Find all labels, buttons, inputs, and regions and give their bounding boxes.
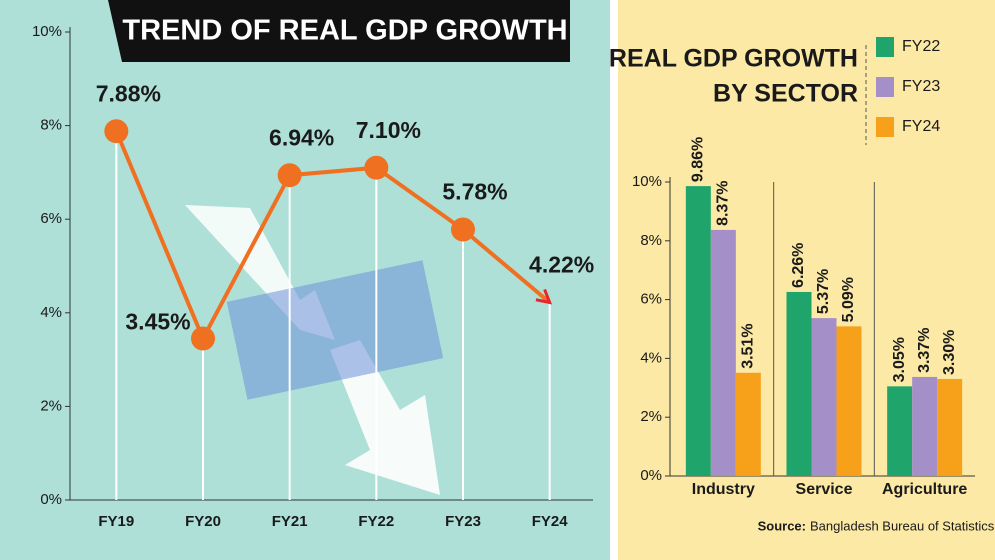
value-label: 3.05% xyxy=(891,337,908,382)
value-label: 6.94% xyxy=(269,124,334,150)
title-box xyxy=(108,0,570,62)
divider xyxy=(610,0,618,560)
value-label: 7.10% xyxy=(356,117,421,143)
legend-swatch xyxy=(876,117,894,137)
y-tick-label: 0% xyxy=(640,467,662,484)
bar xyxy=(710,229,736,476)
value-label: 9.86% xyxy=(690,137,707,182)
x-tick-label: FY22 xyxy=(358,513,394,530)
y-tick-label: 10% xyxy=(632,173,662,190)
legend-swatch xyxy=(876,77,894,97)
point xyxy=(104,119,129,144)
decor-arrow xyxy=(330,340,440,495)
bar xyxy=(811,318,837,476)
value-label: 3.45% xyxy=(125,309,190,335)
x-tick-label: Agriculture xyxy=(882,481,967,498)
chart-title: REAL GDP GROWTH xyxy=(609,45,858,73)
bar xyxy=(912,376,938,476)
x-tick-label: FY23 xyxy=(445,513,481,530)
chart-title: BY SECTOR xyxy=(713,80,858,108)
x-tick-label: FY20 xyxy=(185,513,221,530)
value-label: 5.78% xyxy=(442,179,507,205)
y-tick-label: 4% xyxy=(640,349,662,366)
x-tick-label: FY24 xyxy=(532,513,569,530)
x-tick-label: Service xyxy=(796,481,853,498)
legend-label: FY23 xyxy=(902,78,940,95)
point xyxy=(364,155,389,180)
value-label: 6.26% xyxy=(790,243,807,288)
legend-label: FY22 xyxy=(902,38,940,55)
y-tick-label: 8% xyxy=(640,232,662,249)
y-tick-label: 2% xyxy=(640,408,662,425)
point xyxy=(451,217,475,242)
value-label: 4.22% xyxy=(529,252,594,278)
value-label: 3.30% xyxy=(941,330,958,375)
bar xyxy=(685,186,711,476)
arrow-head xyxy=(535,288,553,305)
trend-line xyxy=(114,130,551,344)
decor-building xyxy=(226,260,444,400)
value-label: 5.37% xyxy=(815,269,832,314)
value-label: 3.37% xyxy=(916,328,933,373)
value-label: 8.37% xyxy=(715,181,732,226)
y-tick-label: 4% xyxy=(40,304,62,321)
left-panel xyxy=(0,0,610,560)
point xyxy=(277,163,302,188)
bar xyxy=(735,372,761,476)
x-tick-label: FY19 xyxy=(98,513,134,530)
bar xyxy=(836,326,862,476)
y-tick-label: 6% xyxy=(640,291,662,308)
bar xyxy=(887,386,913,476)
x-tick-label: Industry xyxy=(692,481,755,498)
y-tick-label: 10% xyxy=(32,23,62,40)
legend-swatch xyxy=(876,37,894,57)
y-tick-label: 2% xyxy=(40,397,62,414)
chart-title: TREND OF REAL GDP GROWTH xyxy=(122,15,567,47)
y-tick-label: 0% xyxy=(40,491,62,508)
point xyxy=(191,326,215,351)
y-tick-label: 6% xyxy=(40,210,62,227)
bar xyxy=(786,291,812,476)
value-label: 7.88% xyxy=(96,80,161,106)
legend-label: FY24 xyxy=(902,118,940,135)
source-label: Source: xyxy=(758,518,806,533)
y-tick-label: 8% xyxy=(40,117,62,134)
x-tick-label: FY21 xyxy=(272,513,308,530)
bar xyxy=(937,378,963,476)
value-label: 3.51% xyxy=(740,323,757,368)
source-text: Bangladesh Bureau of Statistics xyxy=(810,518,995,533)
value-label: 5.09% xyxy=(840,277,857,322)
